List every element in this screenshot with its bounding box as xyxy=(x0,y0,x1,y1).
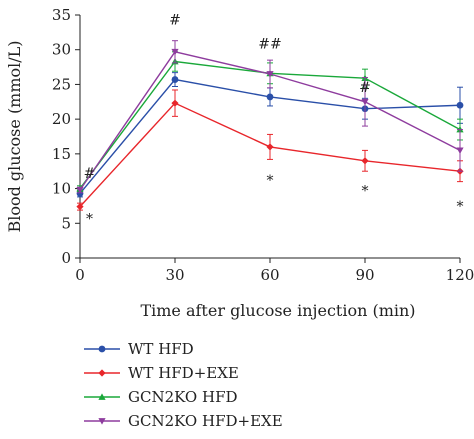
y-tick-label: 25 xyxy=(52,75,71,93)
data-point xyxy=(171,48,179,56)
legend-label: WT HFD xyxy=(128,340,194,358)
data-point xyxy=(76,187,84,194)
data-point xyxy=(266,93,274,101)
legend-marker xyxy=(98,345,106,353)
series-1 xyxy=(76,89,464,211)
data-point xyxy=(76,203,84,211)
series-0 xyxy=(76,72,464,198)
significance-mark: * xyxy=(267,173,274,189)
legend-label: GCN2KO HFD+EXE xyxy=(128,412,283,430)
y-tick-label: 35 xyxy=(52,6,71,24)
legend-marker xyxy=(98,418,106,425)
x-tick-label: 90 xyxy=(355,266,374,284)
legend-item: WT HFD xyxy=(84,340,194,358)
y-tick-label: 5 xyxy=(61,214,71,232)
series-layer xyxy=(76,40,464,211)
x-tick-label: 60 xyxy=(260,266,279,284)
significance-mark: * xyxy=(457,199,464,215)
annotation-layer: #*###*#** xyxy=(84,13,464,228)
legend-label: GCN2KO HFD xyxy=(128,388,238,406)
y-tick-label: 10 xyxy=(52,180,71,198)
significance-mark: # xyxy=(169,13,181,29)
significance-mark: ## xyxy=(258,36,281,52)
data-point xyxy=(266,71,274,78)
y-tick-label: 0 xyxy=(61,249,71,267)
legend: WT HFD WT HFD+EXE GCN2KO HFD GCN2KO HFD+EXE xyxy=(84,340,283,430)
data-point xyxy=(171,76,179,83)
x-axis-label: Time after glucose injection (min) xyxy=(140,301,415,320)
y-tick-label: 15 xyxy=(52,145,71,163)
data-point xyxy=(456,101,464,109)
axes: 0 5 10 15 20 25 30 35 0 30 60 90 120 xyxy=(52,6,474,284)
series-3 xyxy=(76,40,464,194)
significance-mark: # xyxy=(84,166,96,182)
x-tick-label: 30 xyxy=(165,266,184,284)
data-point xyxy=(361,157,369,165)
legend-label: WT HFD+EXE xyxy=(128,364,239,382)
significance-mark: # xyxy=(359,80,371,96)
significance-mark: * xyxy=(362,184,369,200)
y-axis-label: Blood glucose (mmol/L) xyxy=(5,40,24,232)
legend-item: GCN2KO HFD+EXE xyxy=(84,412,283,430)
y-tick-label: 20 xyxy=(52,110,71,128)
data-point xyxy=(361,98,369,106)
legend-marker xyxy=(98,369,106,377)
x-tick-label: 120 xyxy=(446,266,474,284)
data-point xyxy=(266,143,274,151)
legend-marker xyxy=(98,393,106,400)
x-tick-label: 0 xyxy=(75,266,85,284)
y-tick-label: 30 xyxy=(52,41,71,59)
legend-item: GCN2KO HFD xyxy=(84,388,238,406)
data-point xyxy=(171,99,179,107)
significance-mark: * xyxy=(86,211,93,227)
legend-item: WT HFD+EXE xyxy=(84,364,239,382)
data-point xyxy=(456,147,464,154)
